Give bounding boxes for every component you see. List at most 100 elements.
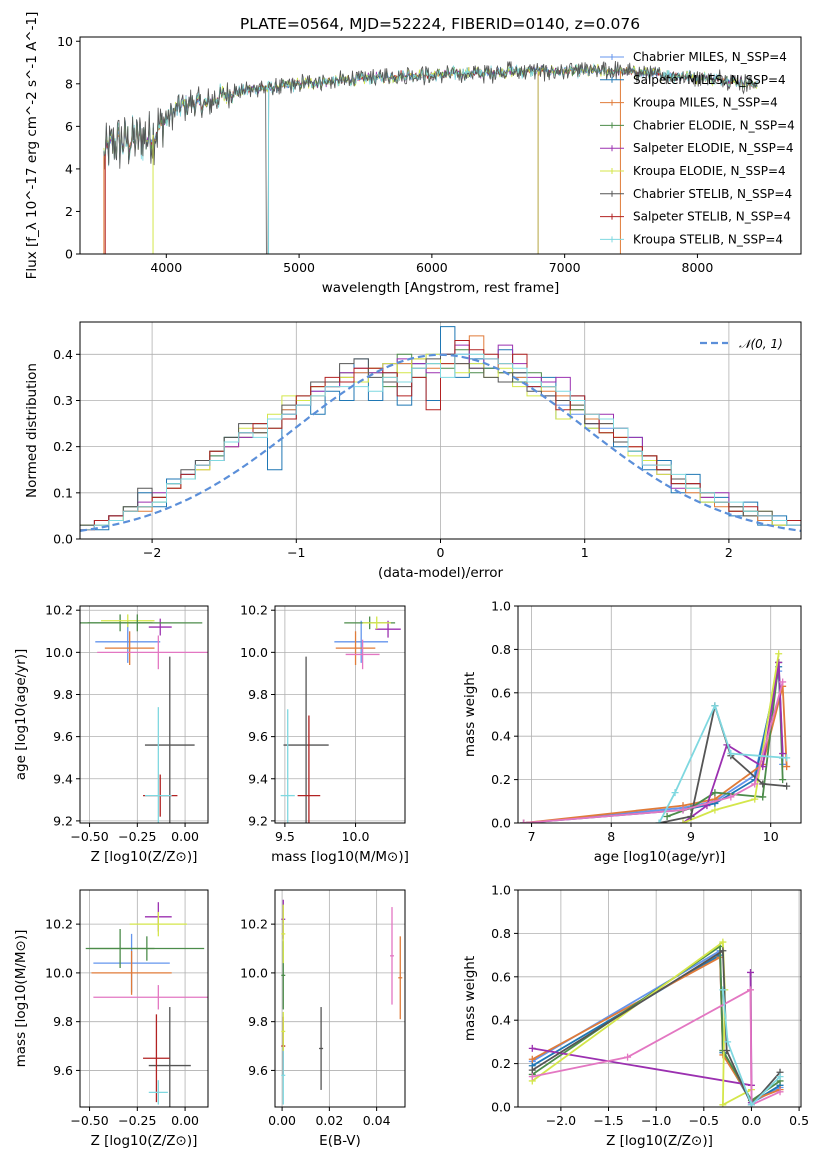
massweight-vs-age-series-line — [523, 666, 784, 823]
massweight-vs-age-series-marker — [727, 750, 735, 758]
mass-vs-ebv-y-tick-label: 10.0 — [240, 965, 268, 980]
massweight-vs-age-series-marker — [655, 819, 663, 823]
massweight-vs-Z-series-marker — [528, 1066, 536, 1074]
age-vs-Z-y-tick-label: 9.8 — [53, 687, 73, 702]
spectrum-y-axis-label: Flux [f_λ 10^-17 erg cm^-2 s^-1 A^-1] — [24, 12, 40, 280]
spectrum-y-tick-label: 4 — [65, 161, 73, 176]
massweight-vs-age-y-tick-label: 0.0 — [491, 816, 511, 831]
massweight-vs-age-x-tick-label: 7 — [528, 829, 536, 844]
massweight-vs-Z-series-marker — [746, 986, 754, 994]
massweight-vs-age-axes: 7 8 9 10 0.0 0.2 0.4 0.6 0.8 1.0 age [log10(age/yr… — [462, 599, 802, 865]
massweight-vs-Z-series-marker — [747, 1101, 755, 1107]
residuals-x-tick-label: −2 — [143, 545, 161, 560]
mass-vs-ebv-plot-area — [281, 899, 403, 1105]
mass-vs-ebv-frame — [274, 889, 406, 1108]
mass-vs-Z-y-tick-label: 10.2 — [45, 917, 73, 932]
massweight-vs-Z-x-axis-label: Z [log10(Z/Z⊙)] — [606, 1133, 713, 1149]
massweight-vs-age-series-marker — [779, 776, 787, 784]
spectrum-y-tick-label: 10 — [57, 34, 73, 49]
massweight-vs-age-series-marker — [759, 793, 767, 801]
age-vs-Z-y-tick-label: 9.2 — [53, 813, 73, 828]
age-vs-Z-plot-area — [80, 614, 208, 823]
spectrum-x-axis-label: wavelength [Angstrom, rest frame] — [322, 280, 560, 296]
massweight-vs-Z-y-tick-label: 0.4 — [491, 1013, 511, 1028]
age-vs-Z-y-tick-label: 9.4 — [53, 771, 73, 786]
massweight-vs-age-series-line — [523, 670, 784, 823]
massweight-vs-age-series-marker — [751, 795, 759, 803]
massweight-vs-age-y-tick-label: 0.4 — [491, 729, 511, 744]
age-vs-mass-y-tick-label: 9.2 — [248, 813, 268, 828]
massweight-vs-age-y-tick-label: 1.0 — [491, 599, 511, 614]
age-vs-Z-x-tick-label: −0.50 — [70, 829, 108, 844]
massweight-vs-age-y-tick-label: 0.8 — [491, 642, 511, 657]
massweight-vs-age-y-axis-label: mass weight — [462, 672, 478, 757]
age-vs-mass-x-axis-label: mass [log10(M/M⊙)] — [271, 849, 409, 865]
massweight-vs-Z-series-marker — [719, 986, 727, 994]
spectrum-legend-label: Salpeter ELODIE, N_SSP=4 — [633, 141, 794, 155]
mass-vs-ebv-x-tick-label: 0.00 — [268, 1113, 296, 1128]
massweight-vs-age-frame — [517, 605, 802, 824]
massweight-vs-Z-series-marker — [719, 947, 727, 955]
massweight-vs-Z-y-tick-label: 0.8 — [491, 926, 511, 941]
spectrum-y-tick-label: 6 — [65, 119, 73, 134]
mass-vs-Z-axes: −0.50 −0.25 0.00 9.6 9.8 10.0 10.2 Z [log10(Z/Z… — [13, 889, 209, 1149]
massweight-vs-Z-y-tick-label: 0.0 — [491, 1100, 511, 1115]
massweight-vs-Z-series-marker — [724, 1038, 732, 1046]
massweight-vs-age-series-marker — [727, 793, 735, 801]
spectrum-legend-label: Chabrier STELIB, N_SSP=4 — [633, 187, 792, 201]
massweight-vs-Z-series-marker — [528, 1044, 536, 1052]
age-vs-Z-y-axis-label: age [log10(age/yr)] — [13, 649, 29, 781]
massweight-vs-age-series-marker — [775, 658, 783, 666]
massweight-vs-Z-x-tick-label: −0.5 — [689, 1113, 719, 1128]
massweight-vs-age-series-marker — [751, 780, 759, 788]
massweight-vs-age-x-tick-label: 8 — [607, 829, 615, 844]
normal-distribution-curve — [80, 353, 801, 532]
spectrum-legend-label: Chabrier ELODIE, N_SSP=4 — [633, 118, 795, 132]
mass-vs-ebv-y-tick-label: 9.8 — [248, 1014, 268, 1029]
massweight-vs-Z-series-marker — [746, 968, 754, 976]
massweight-vs-Z-series-marker — [776, 1073, 784, 1081]
spectrum-y-tick-label: 8 — [65, 76, 73, 91]
mass-vs-ebv-axes: 0.00 0.02 0.04 9.6 9.8 10.0 10.2 E(B-V) — [240, 889, 406, 1149]
massweight-vs-Z-plot-area — [528, 938, 784, 1107]
massweight-vs-age-y-tick-label: 0.2 — [491, 772, 511, 787]
residuals-x-tick-label: 1 — [581, 545, 589, 560]
residuals-legend-label: 𝒩(0, 1) — [739, 337, 783, 351]
age-vs-Z-x-axis-label: Z [log10(Z/Z⊙)] — [91, 849, 198, 865]
age-vs-mass-frame — [274, 605, 406, 824]
massweight-vs-Z-series-marker — [776, 1088, 784, 1096]
spectrum-legend-label: Chabrier MILES, N_SSP=4 — [633, 50, 787, 64]
mass-vs-ebv-x-tick-label: 0.04 — [363, 1113, 391, 1128]
spectrum-legend-label: Kroupa MILES, N_SSP=4 — [633, 96, 778, 110]
mass-vs-ebv-x-axis-label: E(B-V) — [319, 1133, 361, 1149]
massweight-vs-Z-y-tick-label: 0.6 — [491, 969, 511, 984]
age-vs-mass-axes: 9.5 10.0 9.2 9.4 9.6 9.8 10.0 10.2 mass [log10(M… — [240, 603, 409, 865]
age-vs-Z-y-tick-label: 10.0 — [45, 645, 73, 660]
massweight-vs-age-series-marker — [779, 678, 787, 686]
massweight-vs-Z-x-tick-label: 0.5 — [789, 1113, 809, 1128]
massweight-vs-age-plot-area — [520, 650, 791, 823]
massweight-vs-age-series-marker — [679, 806, 687, 814]
massweight-vs-age-series-marker — [520, 819, 528, 823]
massweight-vs-Z-series-marker — [723, 1047, 731, 1055]
massweight-vs-Z-series-marker — [719, 938, 727, 946]
massweight-vs-age-series-marker — [663, 812, 671, 820]
massweight-vs-Z-series-marker — [719, 1101, 727, 1107]
spectrum-legend-label: Kroupa STELIB, N_SSP=4 — [633, 232, 783, 246]
residuals-x-tick-label: 2 — [725, 545, 733, 560]
residuals-y-tick-label: 0.2 — [53, 439, 73, 454]
massweight-vs-Z-frame — [517, 889, 802, 1108]
residuals-y-tick-label: 0.1 — [53, 485, 73, 500]
massweight-vs-age-x-tick-label: 10 — [763, 829, 779, 844]
age-vs-mass-y-tick-label: 9.4 — [248, 771, 268, 786]
residuals-y-tick-label: 0.0 — [53, 532, 73, 547]
mass-vs-Z-x-tick-label: −0.50 — [70, 1113, 108, 1128]
spectrum-x-tick-label: 5000 — [283, 260, 315, 275]
massweight-vs-age-series-marker — [775, 650, 783, 658]
massweight-vs-age-series-line — [523, 686, 788, 823]
age-vs-mass-x-tick-label: 10.0 — [342, 829, 370, 844]
spectrum-x-tick-label: 7000 — [549, 260, 581, 275]
spectrum-axes: 4000 5000 6000 7000 8000 0 2 4 6 8 10 wavelength [A… — [24, 12, 802, 296]
mass-vs-ebv-y-tick-label: 9.6 — [248, 1063, 268, 1078]
